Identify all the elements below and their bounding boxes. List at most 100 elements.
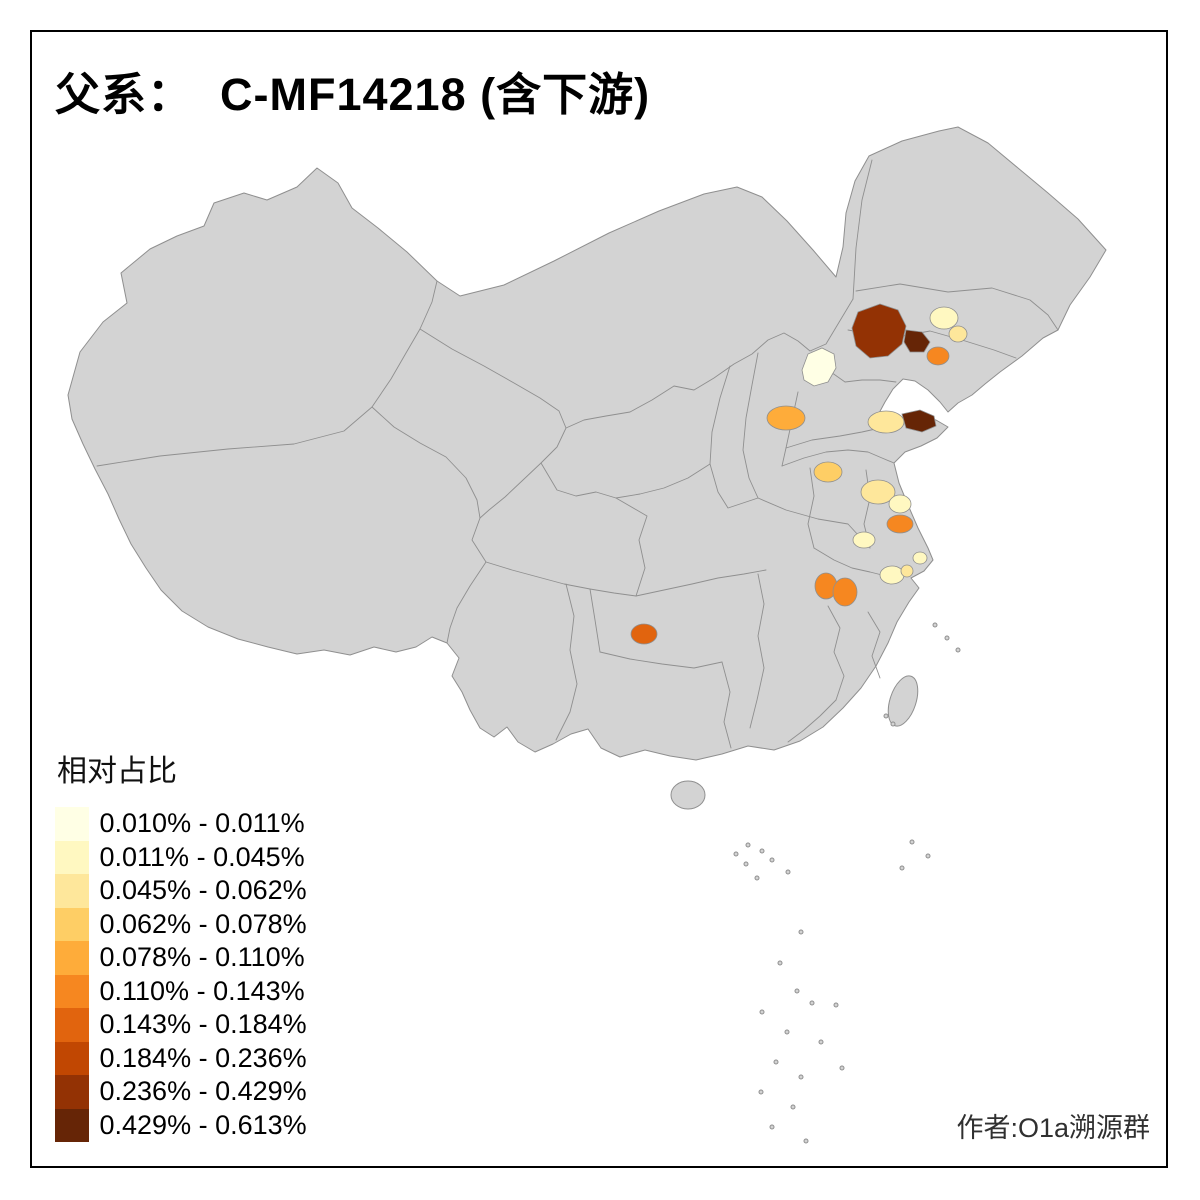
province-border <box>757 497 871 549</box>
sea-islet <box>798 929 804 935</box>
sea-islet <box>932 622 938 628</box>
sea-islet <box>769 1124 775 1130</box>
legend-swatch <box>55 1075 89 1109</box>
legend-label: 0.045% - 0.062% <box>99 875 307 906</box>
sea-islet <box>773 1059 779 1065</box>
map-region <box>832 577 858 607</box>
legend-row: 0.429% - 0.613% <box>55 1108 307 1142</box>
map-region <box>851 303 907 359</box>
legend-label: 0.110% - 0.143% <box>99 975 305 1006</box>
province-border <box>813 547 887 577</box>
province-border <box>807 467 815 549</box>
sea-islet <box>769 857 775 863</box>
map-region <box>929 306 959 330</box>
province-border <box>555 583 578 741</box>
page-title: 父系： C-MF14218 (含下游) <box>55 69 651 120</box>
map-region <box>901 409 937 433</box>
sea-islet <box>794 988 800 994</box>
legend-swatch <box>55 974 89 1008</box>
map-region <box>879 565 905 585</box>
legend-swatch <box>55 1041 89 1075</box>
sea-islet <box>899 865 905 871</box>
province-border <box>781 449 895 467</box>
sea-islet <box>839 1065 845 1071</box>
legend-label: 0.078% - 0.110% <box>99 942 305 973</box>
hainan-island <box>670 780 706 810</box>
map-region <box>888 494 912 514</box>
map-region <box>766 405 806 431</box>
legend-swatch <box>55 1108 89 1142</box>
legend-row: 0.010% - 0.011% <box>55 807 307 841</box>
legend-row: 0.184% - 0.236% <box>55 1041 307 1075</box>
map-region <box>948 325 968 343</box>
sea-islet <box>777 960 783 966</box>
legend-row: 0.143% - 0.184% <box>55 1008 307 1042</box>
map-region <box>630 623 658 645</box>
map-region <box>813 461 843 483</box>
map-region <box>852 531 876 549</box>
legend-swatch <box>55 807 89 841</box>
sea-islet <box>925 853 931 859</box>
legend-label: 0.062% - 0.078% <box>99 908 307 939</box>
legend-title: 相对占比 <box>57 755 177 788</box>
sea-islet <box>909 839 915 845</box>
sea-islet <box>745 842 751 848</box>
map-region <box>860 479 896 505</box>
map-region <box>801 347 837 387</box>
province-border <box>742 352 759 499</box>
sea-islet <box>790 1104 796 1110</box>
map-region <box>867 410 905 434</box>
sea-islet <box>759 1009 765 1015</box>
sea-islet <box>833 1002 839 1008</box>
sea-islet <box>733 851 739 857</box>
highlighted-regions <box>630 303 968 645</box>
legend-row: 0.236% - 0.429% <box>55 1075 307 1109</box>
legend-row: 0.078% - 0.110% <box>55 941 307 975</box>
sea-islet <box>784 1029 790 1035</box>
legend-row: 0.062% - 0.078% <box>55 907 307 941</box>
sea-islets <box>733 622 961 1144</box>
sea-islet <box>809 1000 815 1006</box>
legend-row: 0.045% - 0.062% <box>55 874 307 908</box>
taiwan-island <box>887 675 919 727</box>
sea-islet <box>883 713 889 719</box>
map-region <box>886 514 914 534</box>
province-border <box>635 569 767 597</box>
province-border <box>615 497 648 597</box>
legend-row: 0.011% - 0.045% <box>55 840 307 874</box>
map-region <box>900 564 914 578</box>
province-border <box>852 159 873 300</box>
sea-islet <box>743 861 749 867</box>
legend-swatch <box>55 907 89 941</box>
legend-label: 0.184% - 0.236% <box>99 1042 307 1073</box>
province-border <box>589 588 601 653</box>
legend-label: 0.010% - 0.011% <box>99 808 305 839</box>
province-border <box>485 561 637 597</box>
legend-label: 0.143% - 0.184% <box>99 1009 307 1040</box>
sea-islet <box>890 721 896 727</box>
legend-label: 0.011% - 0.045% <box>99 841 305 872</box>
sea-islet <box>798 1074 804 1080</box>
sea-islet <box>759 848 765 854</box>
sea-islet <box>944 635 950 641</box>
sea-islet <box>758 1089 764 1095</box>
legend-swatch <box>55 874 89 908</box>
sea-islet <box>818 1039 824 1045</box>
sea-islet <box>803 1138 809 1144</box>
province-border <box>781 391 799 467</box>
map-region <box>912 551 928 565</box>
mainland-outline <box>67 126 1107 761</box>
province-border <box>787 699 837 743</box>
legend-swatch <box>55 840 89 874</box>
legend-label: 0.429% - 0.613% <box>99 1109 307 1140</box>
sea-islet <box>955 647 961 653</box>
province-border <box>599 651 723 669</box>
province-border <box>867 611 881 679</box>
legend-swatch <box>55 941 89 975</box>
legend-label: 0.236% - 0.429% <box>99 1076 307 1107</box>
province-border <box>749 573 765 729</box>
province-border <box>827 605 845 701</box>
province-border <box>565 298 854 429</box>
legend-swatch <box>55 1008 89 1042</box>
